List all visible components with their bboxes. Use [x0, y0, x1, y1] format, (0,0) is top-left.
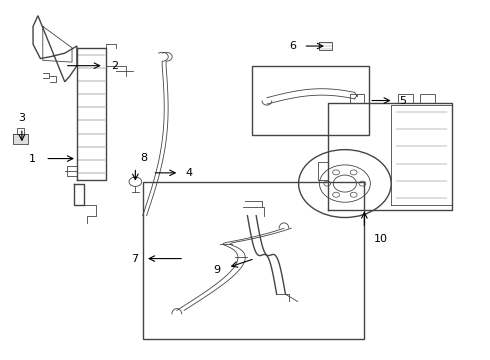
Bar	[252, 66, 369, 135]
Bar	[143, 182, 365, 339]
Text: 2: 2	[111, 61, 118, 71]
Text: 3: 3	[18, 113, 25, 123]
Text: 10: 10	[374, 234, 388, 244]
Text: 6: 6	[289, 41, 296, 51]
Text: 1: 1	[28, 154, 35, 163]
Text: 7: 7	[131, 253, 138, 264]
Text: 8: 8	[140, 153, 147, 163]
Text: 5: 5	[399, 95, 406, 105]
Text: 4: 4	[186, 168, 193, 178]
Text: 9: 9	[214, 265, 220, 275]
